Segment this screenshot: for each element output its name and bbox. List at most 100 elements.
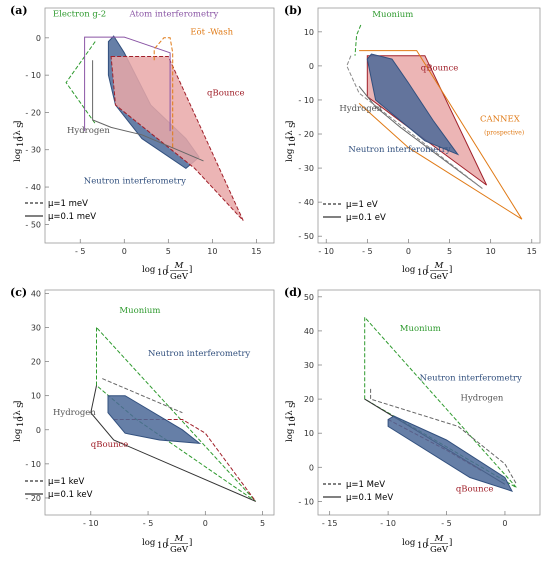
annotation-label: CANNEX <box>480 114 521 124</box>
y-tick-label: - 20 <box>298 130 314 139</box>
svg-text:]: ] <box>189 265 192 275</box>
svg-text:log: log <box>142 538 156 548</box>
annotation-label: Hydrogen <box>67 126 110 136</box>
x-tick-label: 10 <box>207 247 217 256</box>
y-tick-label: 0 <box>36 426 41 435</box>
legend-label: μ=1 keV <box>48 477 84 487</box>
y-tick-label: - 20 <box>25 494 41 503</box>
plot-frame <box>44 7 275 244</box>
y-tick-label: 20 <box>304 395 314 404</box>
svg-text:GeV: GeV <box>170 272 189 282</box>
x-tick-label: 15 <box>251 247 261 256</box>
y-tick-label: - 50 <box>298 232 314 241</box>
annotation-label: Hydrogen <box>53 408 96 418</box>
svg-text:[: [ <box>426 538 429 548</box>
y-tick-label: 30 <box>31 324 41 333</box>
y-tick-label: - 10 <box>25 71 41 80</box>
x-tick-label: 15 <box>527 247 537 256</box>
panel-label: (c) <box>10 286 27 299</box>
svg-text:10: 10 <box>16 416 26 427</box>
svg-text:M: M <box>434 261 444 271</box>
y-tick-label: - 10 <box>298 497 314 506</box>
x-tick-label: 5 <box>166 247 171 256</box>
panel-label: (a) <box>10 4 28 17</box>
y-tick-label: - 10 <box>25 460 41 469</box>
x-tick-label: - 5 <box>441 519 452 528</box>
svg-text:10: 10 <box>157 268 168 278</box>
region-qbounce <box>110 56 244 221</box>
region-e-t-wash <box>153 37 174 150</box>
x-tick-label: 0 <box>502 519 507 528</box>
y-tick-label: - 20 <box>25 108 41 117</box>
region-outer-solid <box>90 385 256 502</box>
svg-text:S: S <box>16 402 26 408</box>
y-tick-label: 20 <box>31 358 41 367</box>
y-tick-label: 50 <box>304 293 314 302</box>
panel-label: (b) <box>284 4 302 17</box>
svg-text:[λ: [λ <box>285 410 295 419</box>
legend-label: μ=1 MeV <box>346 480 385 490</box>
plot-frame <box>317 7 541 244</box>
region-neutron-interferometry <box>366 53 460 156</box>
x-tick-label: - 10 <box>318 247 334 256</box>
annotation-label: Eöt -Wash <box>190 27 233 37</box>
svg-text:[λ: [λ <box>13 130 23 139</box>
svg-text:]: ] <box>285 401 295 404</box>
svg-text:]: ] <box>13 121 23 124</box>
annotation-label: qBounce <box>91 440 129 450</box>
svg-text:log: log <box>13 148 23 162</box>
legend-label: μ=1 meV <box>48 199 88 209</box>
svg-text:10: 10 <box>288 416 298 427</box>
y-tick-label: 0 <box>36 34 41 43</box>
svg-text:S: S <box>16 122 26 128</box>
annotation-label: Neutron interferometry <box>84 176 186 186</box>
region-atom-interferometry <box>84 36 171 132</box>
x-tick-label: - 15 <box>322 519 338 528</box>
svg-text:log: log <box>142 265 156 275</box>
y-tick-label: - 40 <box>25 183 41 192</box>
svg-text:log: log <box>13 428 23 442</box>
region-outer-dashed <box>346 55 483 189</box>
annotation-label: Muonium <box>119 306 160 316</box>
annotation-label: Atom interferometry <box>129 10 219 20</box>
svg-text:M: M <box>174 261 184 271</box>
region-hydrogen <box>370 388 518 485</box>
y-tick-label: 30 <box>304 361 314 370</box>
annotation-label: Neutron interferometry <box>420 374 522 384</box>
region-hydrogen <box>102 378 183 414</box>
annotation-label: Hydrogen <box>461 393 504 403</box>
x-tick-label: - 10 <box>380 519 396 528</box>
annotation-label: Neutron interferometry <box>348 145 450 155</box>
panel-d: - 15 - 10 - 5 0 50 40 30 20 10 0 - 10 Muonium Neutro… <box>284 286 541 555</box>
y-tick-label: - 30 <box>298 164 314 173</box>
svg-text:10: 10 <box>417 268 428 278</box>
svg-text:S: S <box>288 122 298 128</box>
legend-label: μ=0.1 eV <box>346 213 386 223</box>
y-tick-label: 10 <box>304 429 314 438</box>
annotation-label: Neutron interferometry <box>148 349 250 359</box>
svg-text:10: 10 <box>16 136 26 147</box>
annotation-label: Electron g-2 <box>53 10 106 20</box>
y-tick-label: - 40 <box>298 198 314 207</box>
region-neutron-interferometry <box>107 395 202 445</box>
legend-label: μ=0.1 keV <box>48 490 93 500</box>
svg-text:]: ] <box>13 401 23 404</box>
svg-text:10: 10 <box>157 541 168 551</box>
svg-text:GeV: GeV <box>170 545 189 555</box>
annotation-label: (prospective) <box>484 130 524 137</box>
svg-text:GeV: GeV <box>430 545 449 555</box>
x-tick-label: 0 <box>122 247 127 256</box>
svg-text:log: log <box>285 148 295 162</box>
annotation-label: qBounce <box>421 63 459 73</box>
x-tick-label: - 5 <box>75 247 86 256</box>
svg-text:[λ: [λ <box>285 130 295 139</box>
svg-text:]: ] <box>189 538 192 548</box>
region-hydrogen <box>92 60 204 162</box>
